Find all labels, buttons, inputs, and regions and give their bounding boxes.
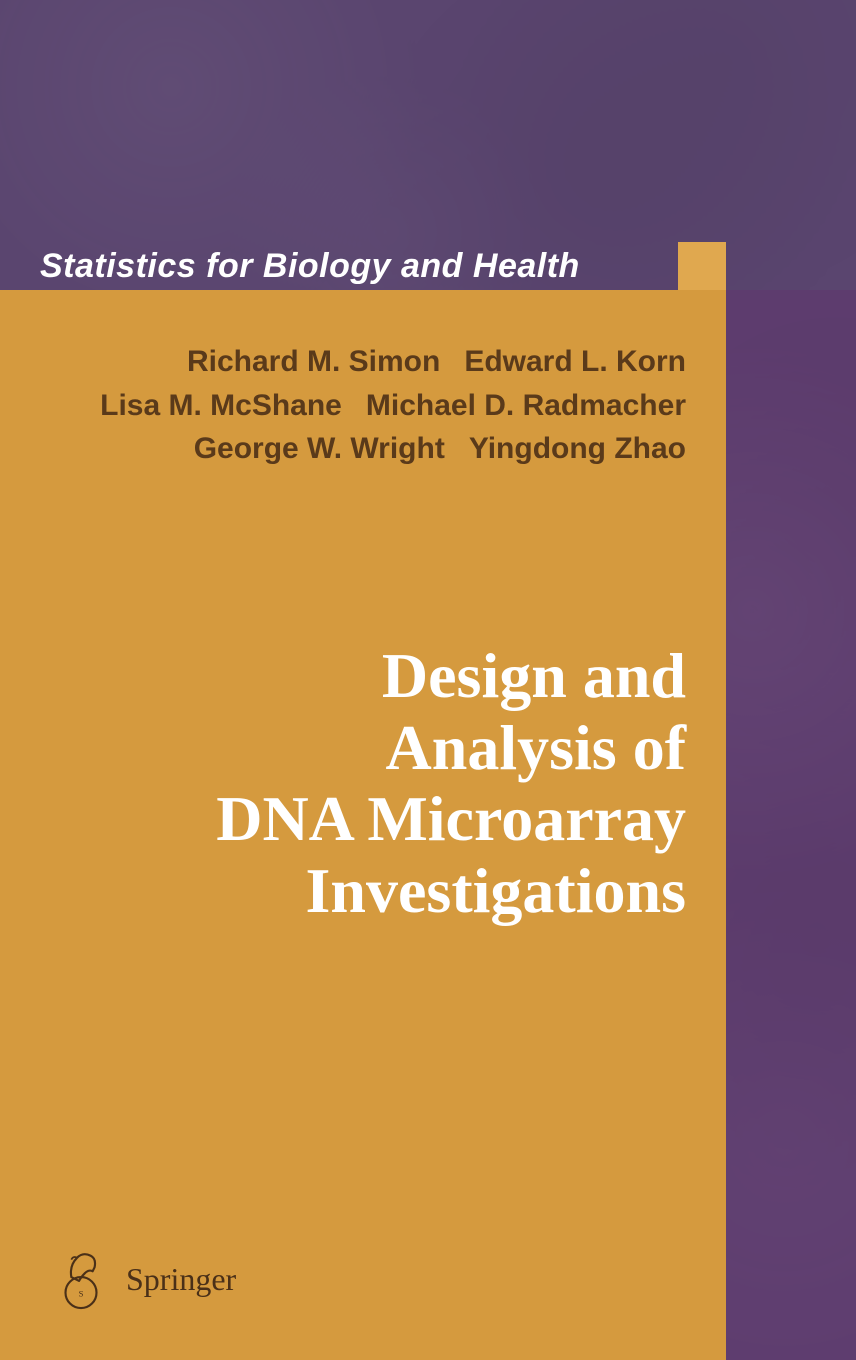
authors-block: Richard M. Simon Edward L. Korn Lisa M. M… xyxy=(60,340,686,471)
right-stripe xyxy=(726,290,856,1360)
springer-horse-icon: S xyxy=(50,1248,112,1310)
title-line: Design and xyxy=(60,640,686,712)
author-name: George W. Wright xyxy=(194,432,445,465)
publisher-block: S Springer xyxy=(50,1248,236,1310)
book-cover: Statistics for Biology and Health Richar… xyxy=(0,0,856,1360)
series-bar: Statistics for Biology and Health xyxy=(40,242,726,290)
author-name: Lisa M. McShane xyxy=(100,389,342,422)
author-name: Edward L. Korn xyxy=(464,345,686,378)
book-title: Design and Analysis of DNA Microarray In… xyxy=(60,640,686,927)
title-line: Investigations xyxy=(60,855,686,927)
author-line-2: Lisa M. McShane Michael D. Radmacher xyxy=(60,384,686,428)
stripe-texture xyxy=(726,290,856,1360)
series-title: Statistics for Biology and Health xyxy=(40,247,580,286)
publisher-name: Springer xyxy=(126,1261,236,1298)
author-line-1: Richard M. Simon Edward L. Korn xyxy=(60,340,686,384)
title-line: DNA Microarray xyxy=(60,783,686,855)
author-line-3: George W. Wright Yingdong Zhao xyxy=(60,427,686,471)
author-name: Yingdong Zhao xyxy=(469,432,686,465)
svg-text:S: S xyxy=(79,1288,84,1298)
title-line: Analysis of xyxy=(60,712,686,784)
author-name: Michael D. Radmacher xyxy=(366,389,686,422)
author-name: Richard M. Simon xyxy=(187,345,440,378)
accent-square xyxy=(678,242,726,290)
